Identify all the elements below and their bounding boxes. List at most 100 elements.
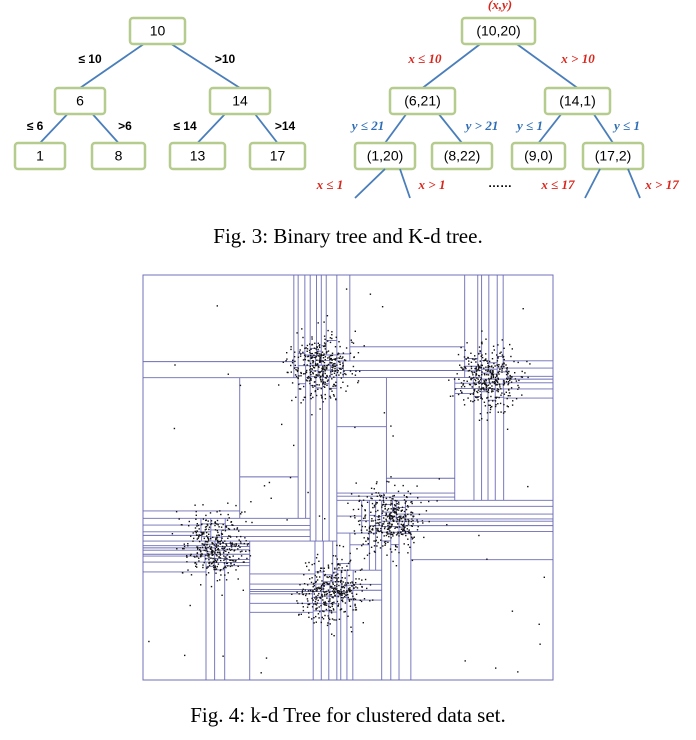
- point: [498, 373, 500, 375]
- point: [318, 360, 321, 363]
- point: [342, 364, 344, 367]
- point: [475, 372, 477, 375]
- point: [327, 363, 330, 366]
- point: [345, 347, 348, 349]
- point: [206, 550, 209, 553]
- point: [386, 528, 389, 530]
- point: [363, 345, 365, 347]
- point: [328, 617, 330, 619]
- point: [214, 568, 216, 571]
- point: [338, 567, 340, 569]
- point: [216, 523, 218, 525]
- point: [494, 405, 497, 408]
- point: [329, 623, 331, 625]
- point: [446, 524, 448, 526]
- point: [210, 557, 212, 559]
- point: [486, 558, 488, 560]
- point: [322, 383, 324, 385]
- point: [384, 507, 386, 510]
- point: [222, 529, 224, 531]
- point: [338, 592, 340, 595]
- point: [389, 496, 391, 499]
- point: [321, 397, 323, 399]
- point: [306, 565, 308, 568]
- point: [337, 595, 339, 598]
- point: [496, 384, 498, 386]
- point: [315, 394, 318, 397]
- point: [231, 524, 233, 526]
- point: [391, 503, 393, 505]
- point: [304, 396, 306, 398]
- point: [357, 381, 359, 384]
- point: [371, 518, 373, 520]
- point: [334, 358, 337, 360]
- point: [324, 381, 326, 384]
- point: [358, 523, 361, 526]
- point: [329, 388, 331, 390]
- point: [371, 493, 373, 495]
- edge-label: >10: [215, 52, 236, 66]
- edge-label: x ≤ 10: [407, 51, 442, 66]
- point: [208, 528, 210, 531]
- point: [235, 504, 237, 507]
- point: [492, 366, 494, 369]
- point: [317, 365, 320, 368]
- point: [494, 382, 496, 384]
- point: [318, 371, 320, 373]
- point: [387, 508, 390, 510]
- point: [488, 381, 491, 383]
- point: [331, 575, 333, 577]
- point: [210, 552, 212, 554]
- point: [202, 564, 204, 566]
- point: [302, 359, 305, 361]
- point: [373, 488, 375, 490]
- point: [353, 597, 355, 600]
- point: [372, 520, 374, 522]
- point: [325, 602, 327, 604]
- point: [308, 380, 311, 382]
- point: [340, 591, 343, 594]
- point: [234, 560, 236, 562]
- point: [238, 539, 240, 541]
- point: [207, 566, 209, 568]
- point: [278, 384, 280, 386]
- point: [354, 598, 357, 600]
- point: [474, 355, 476, 357]
- point: [369, 584, 372, 586]
- point: [290, 348, 292, 351]
- point: [405, 500, 407, 503]
- point: [386, 532, 388, 534]
- point: [316, 364, 318, 366]
- point: [485, 353, 487, 355]
- point: [224, 556, 226, 558]
- point: [216, 536, 218, 538]
- point: [311, 344, 313, 346]
- edge-label: y ≤ 21: [350, 118, 384, 133]
- point: [392, 533, 394, 535]
- point: [317, 388, 319, 390]
- point: [477, 363, 479, 366]
- point: [359, 519, 361, 522]
- tree-edge: [537, 113, 562, 144]
- point: [314, 381, 316, 383]
- point: [308, 593, 310, 595]
- point: [380, 527, 382, 530]
- point: [342, 600, 344, 603]
- point: [336, 357, 338, 359]
- point: [226, 557, 228, 560]
- point: [195, 518, 197, 520]
- point: [336, 371, 339, 374]
- point: [348, 599, 350, 601]
- point: [302, 351, 304, 354]
- point: [326, 366, 328, 369]
- point: [386, 509, 389, 511]
- point: [510, 355, 512, 358]
- point: [331, 618, 334, 620]
- point: [302, 606, 304, 608]
- point: [393, 511, 395, 513]
- point: [310, 368, 312, 370]
- point: [210, 547, 212, 549]
- point: [246, 544, 249, 546]
- point: [389, 513, 391, 515]
- point: [341, 599, 343, 602]
